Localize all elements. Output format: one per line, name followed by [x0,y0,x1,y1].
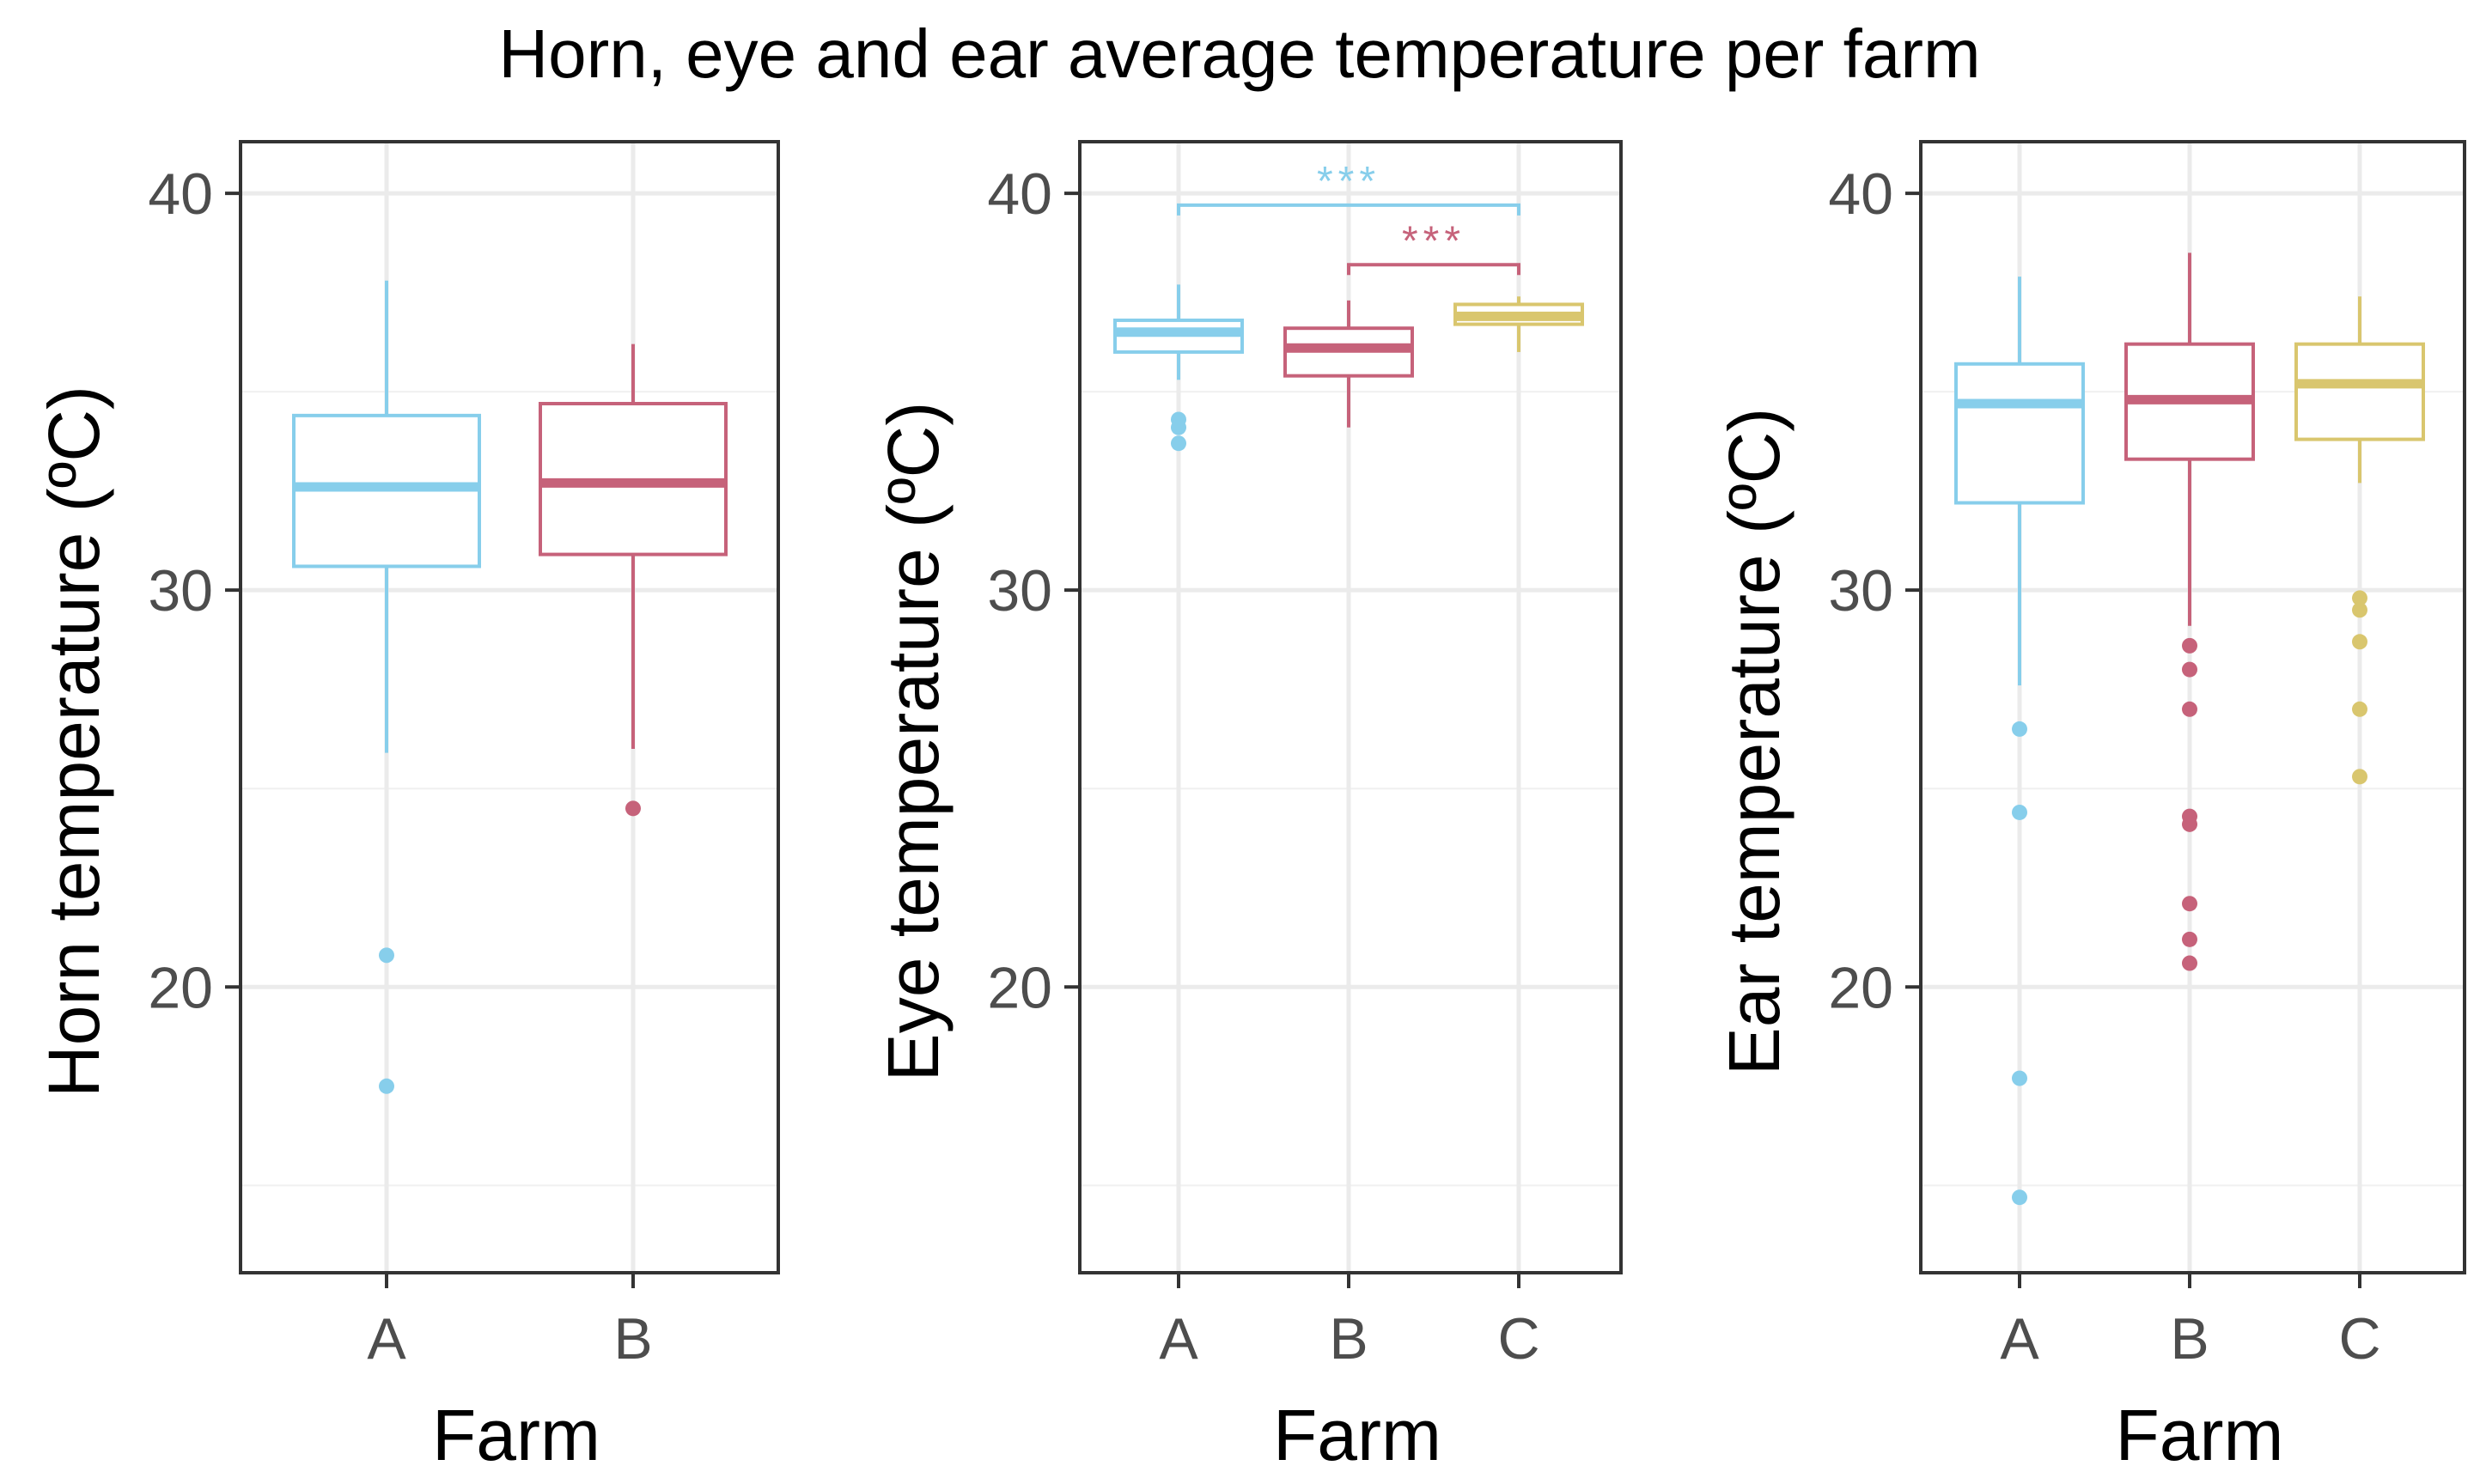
outlier-point [2012,721,2027,737]
outlier-point [2352,701,2367,717]
y-tick-label: 20 [148,955,213,1020]
outlier-point [2182,955,2197,971]
box-B [1283,300,1414,428]
panel-border [239,140,780,1274]
box-C [1453,296,1584,352]
significance-bracket: *** [1347,218,1520,276]
x-axis-title: Farm [432,1395,600,1475]
panel-2: *** *** 20 30 40 A B C Farm Eye temperature (ºC) [873,140,1623,1475]
panel-border [1919,140,2466,1274]
outlier-point [2352,769,2367,785]
y-tick-label: 30 [987,558,1052,623]
box-A [1113,284,1244,452]
x-tick-label: C [1497,1306,1539,1371]
significance-bracket: *** [1177,159,1520,216]
outlier-point [379,1078,394,1094]
significance-label: *** [1402,218,1465,264]
box-A [1954,277,2085,1206]
outlier-point [1171,419,1186,435]
box-A [292,280,481,1094]
outlier-point [2182,816,2197,832]
outlier-point [2012,1070,2027,1086]
outlier-point [2012,804,2027,820]
x-tick-label: A [2000,1306,2039,1371]
y-tick-label: 30 [1828,558,1893,623]
x-tick-label: C [2338,1306,2380,1371]
x-tick-label: A [1159,1306,1198,1371]
y-tick-label: 30 [148,558,213,623]
outlier-point [2012,1189,2027,1206]
outlier-point [2182,637,2197,654]
outlier-point [379,947,394,964]
y-tick-label: 40 [987,161,1052,227]
x-axis-title: Farm [2116,1395,2284,1475]
outlier-point [2352,634,2367,650]
box-C [2294,296,2425,785]
box-B [2124,252,2255,971]
x-axis-title: Farm [1273,1395,1441,1475]
y-axis-title: Horn temperature (ºC) [34,386,114,1098]
y-axis-title: Ear temperature (ºC) [1714,408,1794,1076]
outlier-point [2182,931,2197,947]
bracket-line [1177,203,1520,216]
y-axis-title: Eye temperature (ºC) [873,402,954,1082]
y-tick-label: 20 [987,955,1052,1020]
x-tick-label: B [613,1306,652,1371]
bracket-line [1347,263,1520,276]
chart-title: Horn, eye and ear average temperature pe… [498,15,1980,92]
outlier-point [2182,661,2197,678]
y-tick-label: 40 [148,161,213,227]
box-B [539,344,728,817]
y-tick-label: 20 [1828,955,1893,1020]
outlier-point [2352,602,2367,618]
box-iqr [2294,342,2425,441]
x-tick-label: B [2170,1306,2209,1371]
outlier-point [1171,435,1186,452]
y-tick-label: 40 [1828,161,1893,227]
outlier-point [2182,896,2197,912]
x-tick-label: A [367,1306,406,1371]
outlier-point [2352,590,2367,606]
panel-3: 20 30 40 A B C Farm Ear temperature (ºC) [1714,140,2466,1475]
outlier-point [2182,701,2197,717]
outlier-point [625,800,641,817]
x-tick-label: B [1329,1306,1368,1371]
box-iqr [1954,362,2085,505]
significance-label: *** [1317,159,1380,204]
